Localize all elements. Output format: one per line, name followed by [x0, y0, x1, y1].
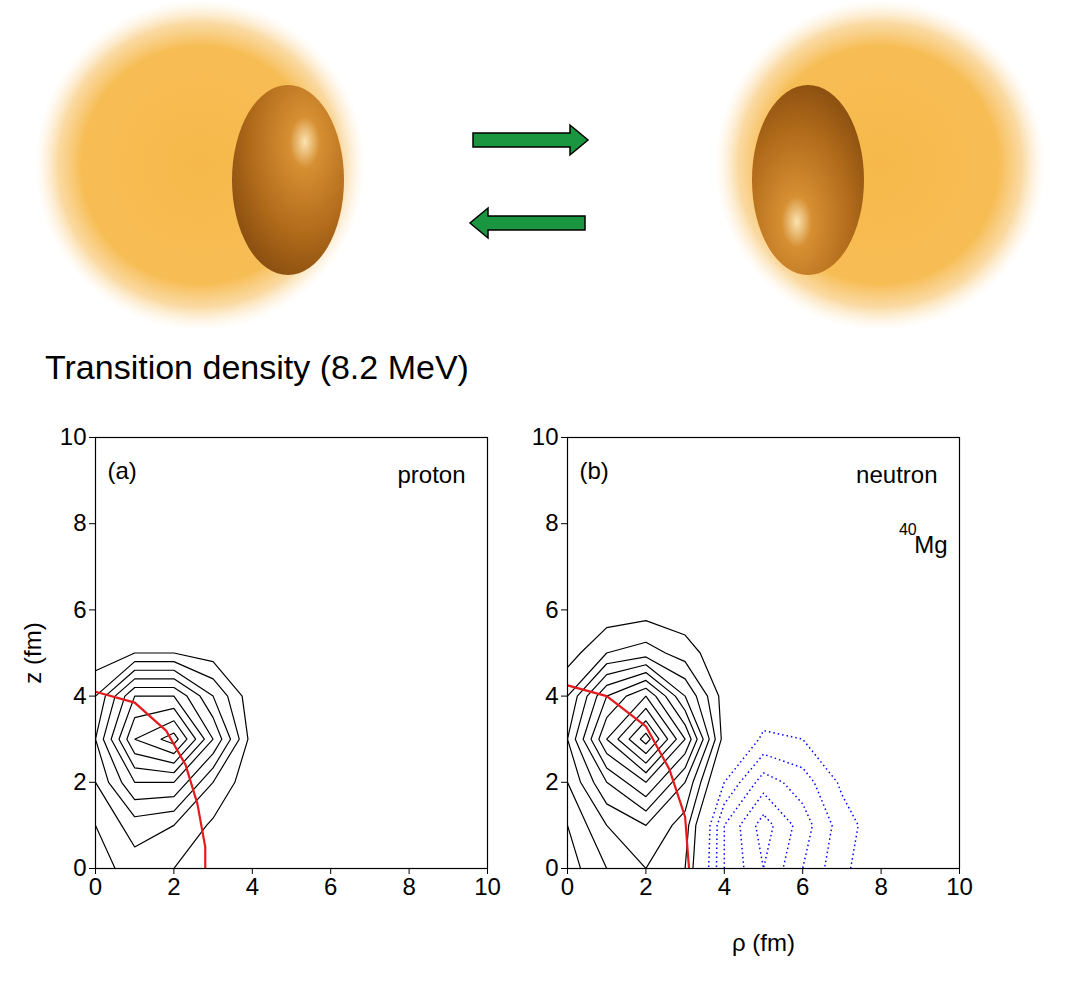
svg-text:8: 8 — [402, 873, 415, 900]
svg-text:2: 2 — [73, 768, 86, 795]
svg-text:6: 6 — [545, 596, 558, 623]
svg-text:10: 10 — [946, 873, 973, 900]
svg-text:6: 6 — [324, 873, 337, 900]
svg-text:0: 0 — [545, 854, 558, 881]
svg-text:10: 10 — [532, 423, 559, 450]
svg-text:ρ (fm): ρ (fm) — [732, 929, 795, 956]
svg-text:neutron: neutron — [856, 461, 937, 488]
svg-text:4: 4 — [246, 873, 259, 900]
html-text:Transition density (8.2 MeV): Transition density (8.2 MeV) — [45, 348, 469, 386]
svg-text:10: 10 — [474, 873, 501, 900]
svg-text:4: 4 — [545, 682, 558, 709]
svg-text:(b): (b) — [580, 457, 609, 484]
svg-text:2: 2 — [639, 873, 652, 900]
svg-text:2: 2 — [167, 873, 180, 900]
svg-text:10: 10 — [60, 423, 87, 450]
svg-text:6: 6 — [796, 873, 809, 900]
svg-text:proton: proton — [397, 461, 465, 488]
svg-text:0: 0 — [73, 854, 86, 881]
svg-text:40: 40 — [899, 521, 917, 538]
svg-text:2: 2 — [545, 768, 558, 795]
svg-text:8: 8 — [545, 509, 558, 536]
svg-text:z (fm): z (fm) — [19, 622, 46, 683]
svg-text:6: 6 — [73, 596, 86, 623]
svg-text:4: 4 — [718, 873, 731, 900]
svg-text:Mg: Mg — [914, 531, 947, 558]
svg-text:4: 4 — [73, 682, 86, 709]
svg-text:8: 8 — [73, 509, 86, 536]
svg-text:8: 8 — [874, 873, 887, 900]
svg-text:(a): (a) — [108, 457, 137, 484]
svg-text:0: 0 — [561, 873, 574, 900]
svg-text:0: 0 — [89, 873, 102, 900]
